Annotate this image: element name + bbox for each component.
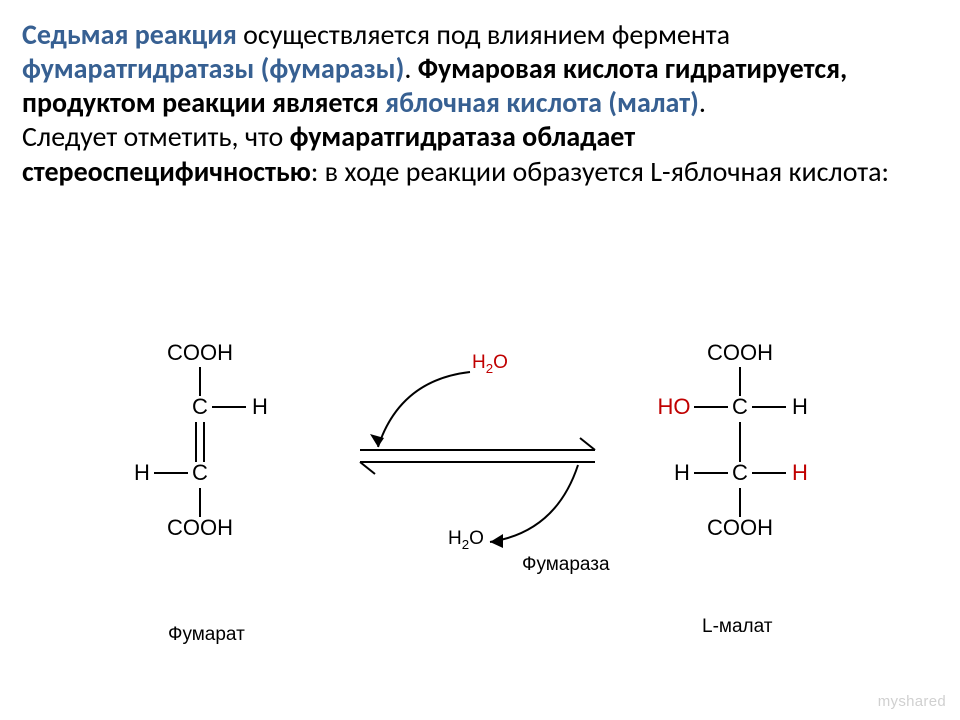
h2o-out-arrow xyxy=(490,465,578,548)
txt-fumarase: фумаратгидратазы (фумаразы) xyxy=(22,51,404,86)
h2o-in-arrow xyxy=(370,372,470,447)
svg-text:C: C xyxy=(732,394,748,419)
equilibrium-arrows xyxy=(360,438,595,474)
svg-text:C: C xyxy=(192,460,208,485)
reaction-diagram: COOH C H C H COOH COOH xyxy=(0,310,960,670)
description-paragraph: Седьмая реакция осуществляется под влиян… xyxy=(22,18,922,189)
txt-2a: Следует отметить, что xyxy=(22,119,290,154)
fumarate-structure: COOH C H C H COOH xyxy=(134,340,268,540)
svg-text:C: C xyxy=(192,394,208,419)
malate-name: L-малат xyxy=(702,616,772,638)
svg-text:H: H xyxy=(792,394,808,419)
enzyme-label: Фумараза xyxy=(522,554,610,576)
svg-text:COOH: COOH xyxy=(707,340,773,365)
svg-text:COOH: COOH xyxy=(167,515,233,540)
txt-malate: яблочная кислота (малат) xyxy=(385,85,699,120)
watermark: myshared xyxy=(878,693,946,710)
h2o-out-label: H2O xyxy=(448,528,484,552)
svg-text:HO: HO xyxy=(658,394,691,419)
malate-structure: COOH C HO H C H H COOH xyxy=(658,340,808,540)
fumarate-name: Фумарат xyxy=(168,624,245,646)
txt-1d: . xyxy=(404,51,417,86)
h2o-in-label: H2O xyxy=(472,352,508,376)
svg-text:H: H xyxy=(674,460,690,485)
txt-1g: . xyxy=(699,85,706,120)
svg-text:H: H xyxy=(252,394,268,419)
txt-2c: : в ходе реакции образуется L-яблочная к… xyxy=(311,154,889,189)
svg-text:COOH: COOH xyxy=(707,515,773,540)
svg-text:H: H xyxy=(792,460,808,485)
svg-text:COOH: COOH xyxy=(167,340,233,365)
svg-text:C: C xyxy=(732,460,748,485)
txt-1b: осуществляется под влиянием фермента xyxy=(237,17,730,52)
svg-text:H: H xyxy=(134,460,150,485)
txt-seventh: Седьмая реакция xyxy=(22,17,237,52)
